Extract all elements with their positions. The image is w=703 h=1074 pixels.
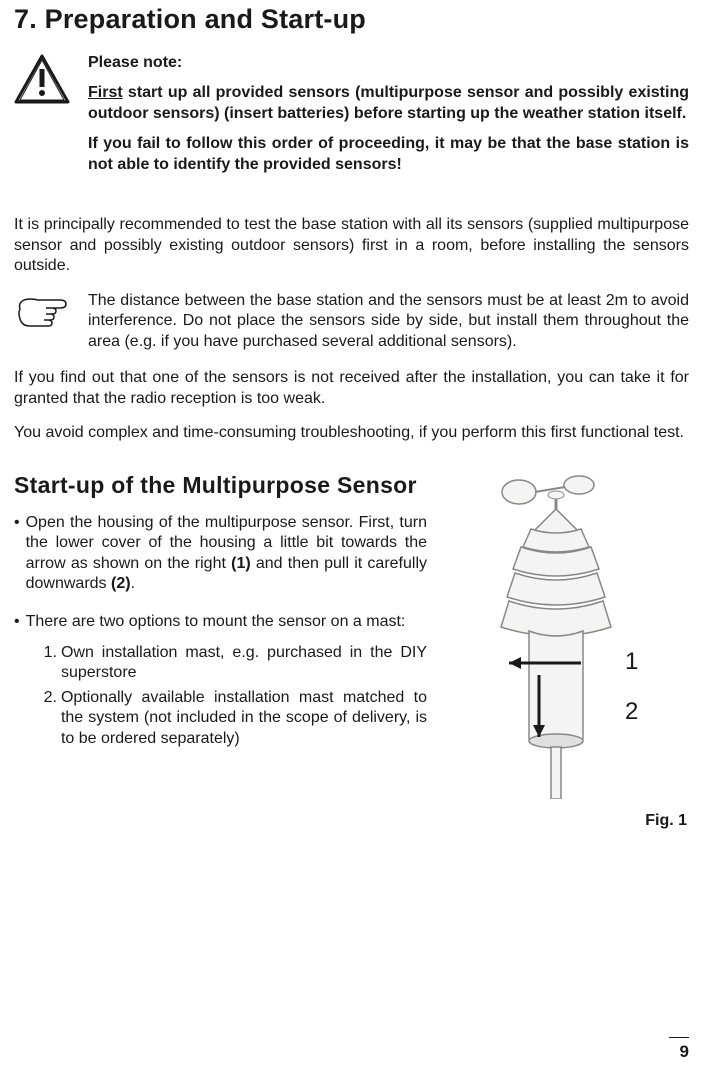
warning-triangle-icon <box>14 53 70 105</box>
section-heading: 7. Preparation and Start-up <box>14 0 689 35</box>
fig-label-2: 2 <box>625 698 638 725</box>
body-paragraph-1: It is principally recommended to test th… <box>14 215 689 276</box>
bullet-marker: • <box>14 612 20 753</box>
pointing-hand-icon <box>14 291 70 331</box>
body-paragraph-3: You avoid complex and time-consuming tro… <box>14 423 689 443</box>
bullet-item-2: • There are two options to mount the sen… <box>14 612 427 753</box>
tip-note: The distance between the base station an… <box>14 291 689 352</box>
numbered-item-1: 1. Own installation mast, e.g. purchased… <box>44 643 427 684</box>
content-columns: • Open the housing of the multipurpose s… <box>14 513 689 830</box>
page-divider <box>669 1037 689 1038</box>
numbered-item-2: 2. Optionally available installation mas… <box>44 688 427 749</box>
warning-text: Please note: First start up all provided… <box>88 53 689 185</box>
page-number: 9 <box>680 1042 689 1062</box>
right-column: 1 2 Fig. 1 <box>439 469 689 830</box>
body-paragraph-2: If you find out that one of the sensors … <box>14 368 689 409</box>
sensor-diagram: 1 2 <box>439 469 689 799</box>
note-line1: First start up all provided sensors (mul… <box>88 83 689 124</box>
note-line2: If you fail to follow this order of proc… <box>88 134 689 175</box>
tip-text: The distance between the base station an… <box>88 291 689 352</box>
bullet-marker: • <box>14 513 20 595</box>
left-column: • Open the housing of the multipurpose s… <box>14 513 427 772</box>
figure-caption: Fig. 1 <box>439 812 689 830</box>
fig-label-1: 1 <box>625 648 638 675</box>
bullet-item-1: • Open the housing of the multipurpose s… <box>14 513 427 595</box>
note-title: Please note: <box>88 53 689 73</box>
warning-note: Please note: First start up all provided… <box>14 53 689 185</box>
